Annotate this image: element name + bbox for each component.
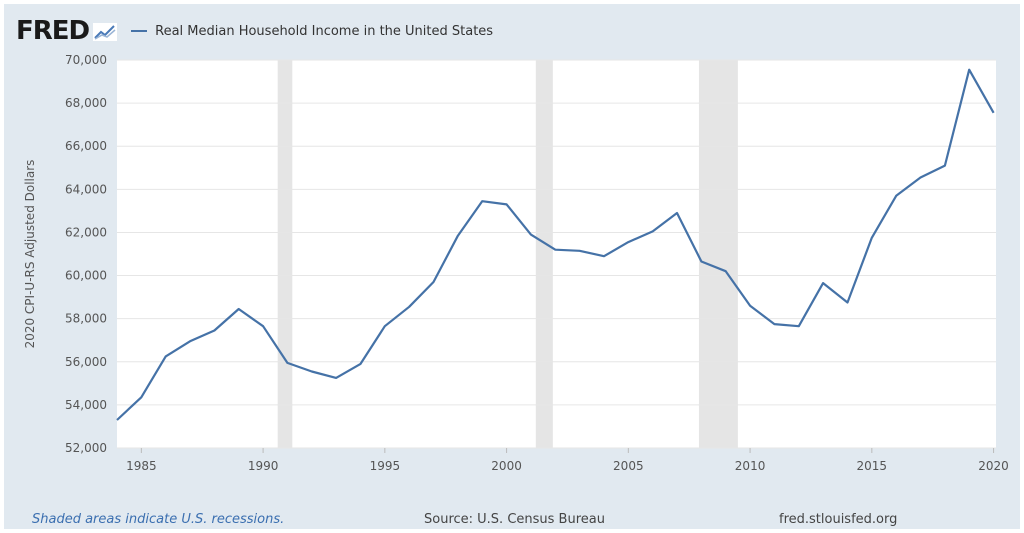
chart-frame: FRED Real Median Household Income in the… — [4, 4, 1020, 529]
series-line — [116, 68, 995, 421]
recession-band — [277, 60, 293, 448]
recession-note: Shaded areas indicate U.S. recessions. — [32, 512, 285, 527]
source-label: Source: U.S. Census Bureau — [424, 512, 605, 527]
legend-series-label: Real Median Household Income in the Unit… — [155, 23, 494, 39]
legend-swatch — [131, 30, 148, 32]
chart-header: FRED Real Median Household Income in the… — [16, 14, 493, 48]
y-axis-label: 2020 CPI-U-RS Adjusted Dollars — [23, 160, 37, 349]
site-url[interactable]: fred.stlouisfed.org — [779, 512, 898, 527]
x-tick-label: 2005 — [613, 459, 644, 473]
y-tick-label: 58,000 — [65, 312, 107, 326]
fred-logo[interactable]: FRED — [16, 16, 90, 46]
y-tick-label: 66,000 — [65, 139, 107, 153]
line-chart-icon — [93, 23, 118, 41]
y-tick-label: 60,000 — [65, 269, 107, 283]
y-tick-label: 56,000 — [65, 355, 107, 369]
chart-plot[interactable]: 52,000 54,000 56,000 58,000 60,000 62,000 64,0… — [4, 4, 1020, 504]
chart-legend[interactable]: Real Median Household Income in the Unit… — [131, 24, 493, 39]
x-tick-label: 2020 — [978, 459, 1009, 473]
plot-area — [117, 60, 996, 448]
y-tick-label: 54,000 — [65, 398, 107, 412]
x-tick-label: 1990 — [248, 459, 279, 473]
recession-band — [535, 60, 553, 448]
recession-band — [698, 60, 738, 448]
x-tick-label: 1995 — [370, 459, 401, 473]
y-tick-label: 52,000 — [65, 441, 107, 455]
y-tick-label: 68,000 — [65, 96, 107, 110]
x-tick-label: 1985 — [126, 459, 157, 473]
x-tick-label: 2000 — [491, 459, 522, 473]
x-tick-label: 2010 — [735, 459, 766, 473]
x-tick-label: 2015 — [857, 459, 888, 473]
y-tick-label: 70,000 — [65, 53, 107, 67]
y-tick-label: 64,000 — [65, 182, 107, 196]
y-tick-label: 62,000 — [65, 225, 107, 239]
